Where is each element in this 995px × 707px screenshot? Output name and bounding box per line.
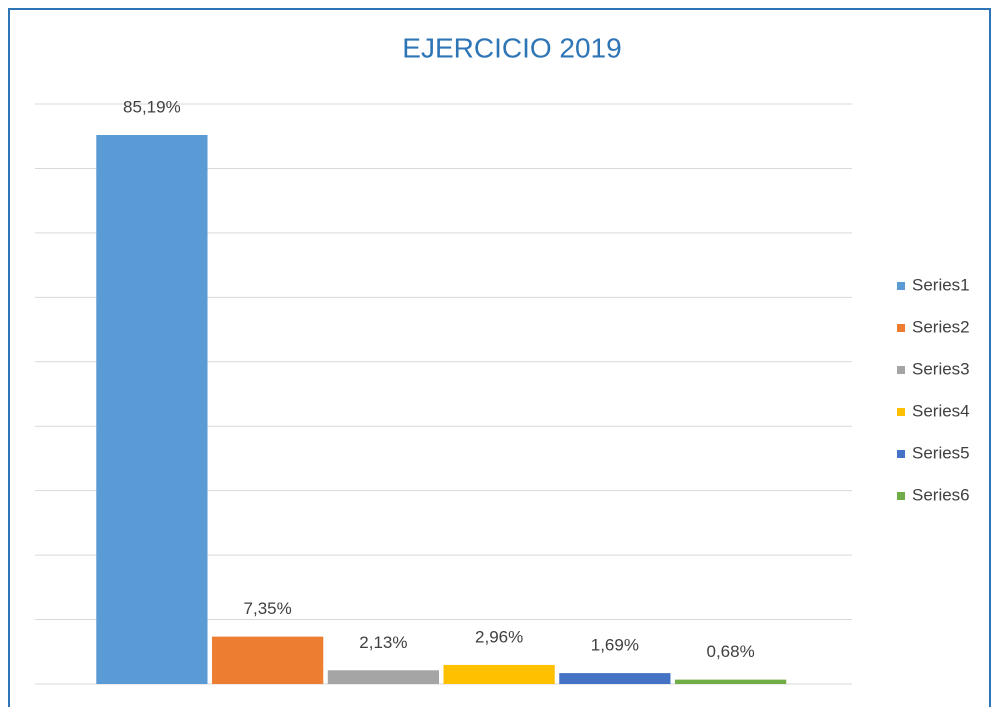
legend-label: Series5 [912, 443, 970, 462]
bar [559, 673, 671, 684]
chart-title: EJERCICIO 2019 [402, 32, 621, 63]
legend-label: Series4 [912, 401, 970, 420]
bar [96, 134, 208, 684]
legend-swatch [897, 450, 905, 458]
bar [212, 636, 324, 684]
legend-label: Series6 [912, 485, 970, 504]
legend-label: Series3 [912, 359, 970, 378]
legend-swatch [897, 366, 905, 374]
data-label: 7,35% [244, 599, 292, 618]
legend-swatch [897, 324, 905, 332]
data-label: 0,68% [707, 642, 755, 661]
legend-swatch [897, 408, 905, 416]
legend-swatch [897, 492, 905, 500]
legend-swatch [897, 282, 905, 290]
data-label: 2,13% [359, 633, 407, 652]
data-label: 2,96% [475, 627, 523, 646]
bar [327, 670, 439, 684]
bar [674, 679, 787, 684]
legend-label: Series1 [912, 275, 970, 294]
legend-label: Series2 [912, 317, 970, 336]
data-label: 85,19% [123, 97, 181, 116]
bar [443, 664, 555, 684]
data-label: 1,69% [591, 636, 639, 655]
